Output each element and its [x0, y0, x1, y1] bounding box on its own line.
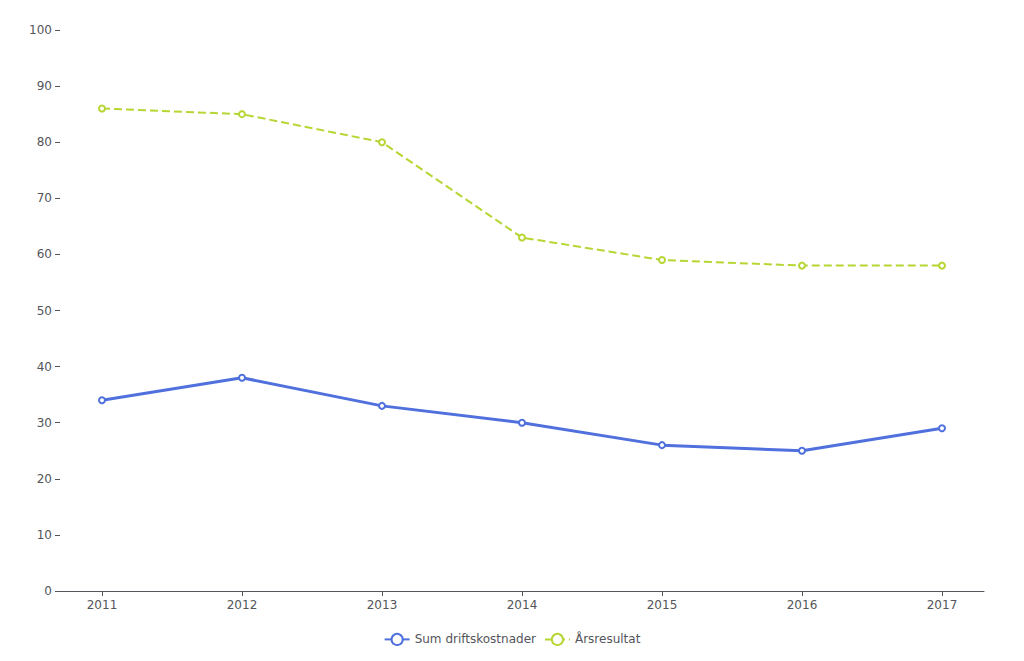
svg-text:2013: 2013 [367, 598, 398, 612]
svg-text:2014: 2014 [507, 598, 538, 612]
svg-text:Årsresultat: Årsresultat [575, 631, 641, 646]
svg-text:100: 100 [29, 23, 52, 37]
svg-text:Sum driftskostnader: Sum driftskostnader [415, 632, 536, 646]
svg-text:70: 70 [37, 191, 52, 205]
svg-text:2011: 2011 [87, 598, 118, 612]
svg-text:2012: 2012 [227, 598, 258, 612]
svg-text:2015: 2015 [647, 598, 678, 612]
svg-text:60: 60 [37, 247, 52, 261]
svg-text:30: 30 [37, 416, 52, 430]
svg-text:20: 20 [37, 472, 52, 486]
svg-text:2017: 2017 [927, 598, 958, 612]
svg-text:0: 0 [44, 584, 52, 598]
svg-text:50: 50 [37, 304, 52, 318]
svg-text:80: 80 [37, 135, 52, 149]
svg-text:40: 40 [37, 360, 52, 374]
svg-text:2016: 2016 [787, 598, 818, 612]
svg-text:90: 90 [37, 79, 52, 93]
svg-text:10: 10 [37, 528, 52, 542]
